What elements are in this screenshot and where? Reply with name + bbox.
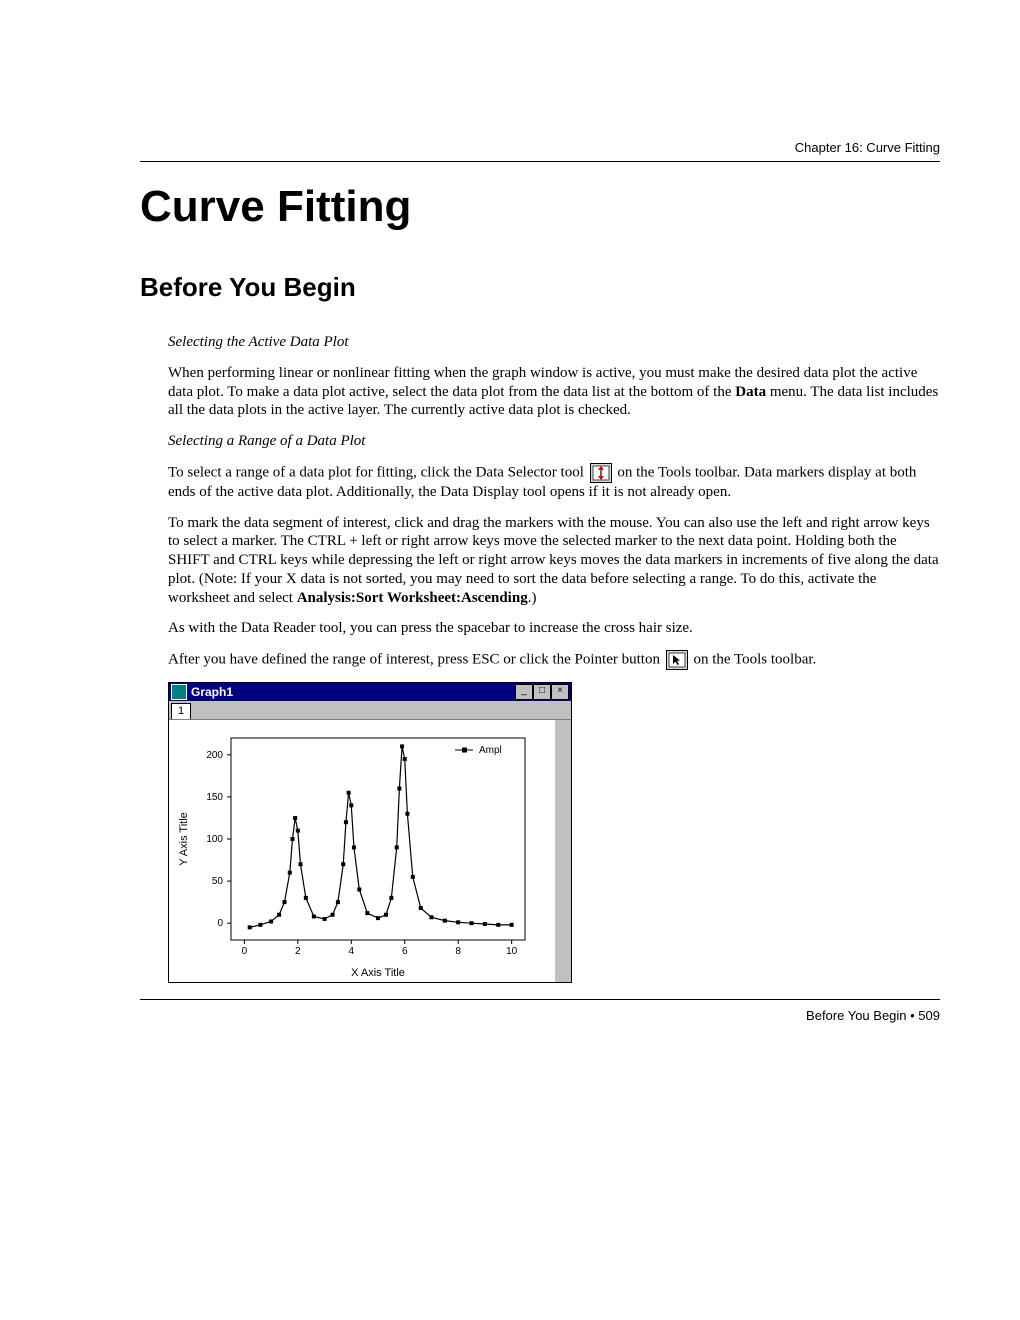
text: To mark the data segment of interest, cl…	[168, 515, 939, 606]
svg-text:0: 0	[217, 918, 223, 929]
chapter-header: Chapter 16: Curve Fitting	[140, 140, 940, 155]
svg-text:6: 6	[402, 946, 408, 957]
paragraph-2: To select a range of a data plot for fit…	[168, 463, 940, 502]
svg-text:Y Axis Title: Y Axis Title	[178, 812, 190, 866]
data-selector-tool-icon	[590, 463, 612, 483]
svg-text:X Axis Title: X Axis Title	[351, 967, 405, 979]
text: .)	[528, 590, 537, 606]
svg-text:150: 150	[206, 792, 223, 803]
text: on the Tools toolbar.	[690, 651, 817, 667]
tab-strip: 1	[169, 701, 571, 720]
plot-area: 0 50 100 150 200 0 2 4 6 8 10 X Axis Title Y Axis Ti…	[169, 720, 571, 982]
minimize-button[interactable]: _	[515, 684, 533, 700]
svg-text:0: 0	[242, 946, 248, 957]
top-rule	[140, 161, 940, 162]
pointer-tool-icon	[666, 650, 688, 670]
maximize-button[interactable]: □	[533, 684, 551, 700]
subheading-2: Selecting a Range of a Data Plot	[168, 432, 940, 451]
tab-1[interactable]: 1	[171, 703, 191, 719]
bold-text: Data	[735, 384, 766, 400]
svg-text:4: 4	[348, 946, 354, 957]
window-app-icon	[171, 684, 187, 700]
page-footer: Before You Begin • 509	[140, 1008, 940, 1023]
text: To select a range of a data plot for fit…	[168, 464, 588, 480]
graph-window: Graph1 _ □ × 1 0 50 100 150 200 0 2 4 6 8 10 X Axis…	[168, 682, 572, 983]
footer-rule	[140, 999, 940, 1000]
window-title: Graph1	[191, 685, 515, 700]
close-button[interactable]: ×	[551, 684, 569, 700]
subheading-1: Selecting the Active Data Plot	[168, 333, 940, 352]
section-heading: Before You Begin	[140, 272, 940, 303]
svg-text:200: 200	[206, 750, 223, 761]
paragraph-3: To mark the data segment of interest, cl…	[168, 514, 940, 608]
svg-text:Ampl: Ampl	[479, 745, 502, 756]
window-titlebar[interactable]: Graph1 _ □ ×	[169, 683, 571, 701]
paragraph-1: When performing linear or nonlinear fitt…	[168, 364, 940, 420]
bold-text: Analysis:Sort Worksheet:Ascending	[297, 590, 528, 606]
chart-svg: 0 50 100 150 200 0 2 4 6 8 10 X Axis Title Y Axis Ti…	[169, 720, 555, 982]
paragraph-4: As with the Data Reader tool, you can pr…	[168, 619, 940, 638]
svg-text:8: 8	[455, 946, 461, 957]
page-title: Curve Fitting	[140, 182, 940, 232]
svg-text:50: 50	[212, 876, 224, 887]
paragraph-5: After you have defined the range of inte…	[168, 650, 940, 670]
svg-text:2: 2	[295, 946, 301, 957]
svg-text:10: 10	[506, 946, 518, 957]
text: After you have defined the range of inte…	[168, 651, 664, 667]
svg-text:100: 100	[206, 834, 223, 845]
